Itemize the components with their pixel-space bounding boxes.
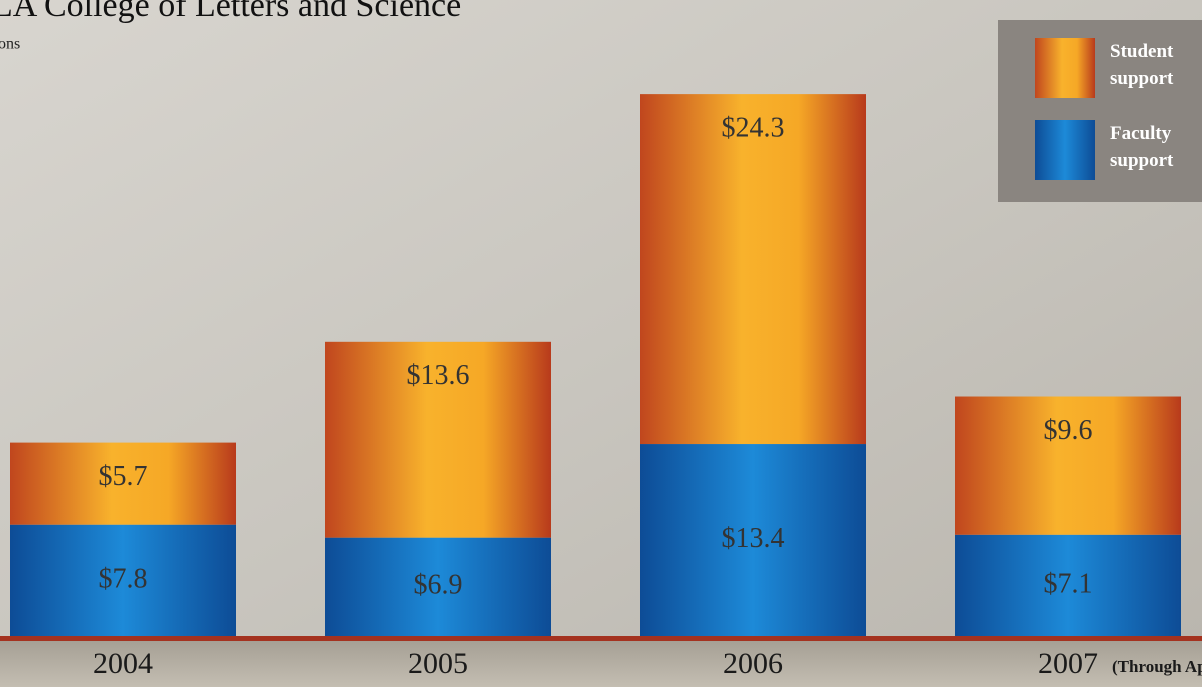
x-tick-label: 2005: [408, 647, 468, 680]
x-tick-label: 2004: [93, 647, 153, 680]
annotation: (Through April): [1112, 657, 1202, 676]
value-label: $13.4: [722, 523, 785, 554]
chart-subtitle: ons: [0, 36, 20, 53]
chart: LA College of Letters and Science ons $7…: [0, 0, 1202, 687]
value-label: $7.1: [1044, 568, 1093, 599]
value-label: $24.3: [722, 113, 785, 144]
x-tick-label: 2007: [1038, 647, 1098, 680]
ground: [0, 640, 1202, 687]
value-label: $5.7: [99, 461, 148, 492]
chart-title: LA College of Letters and Science: [0, 0, 461, 24]
value-label: $9.6: [1044, 415, 1093, 446]
x-tick-label: 2006: [723, 647, 783, 680]
value-label: $7.8: [99, 563, 148, 594]
value-label: $13.6: [407, 360, 470, 391]
legend-swatch: [1035, 38, 1095, 98]
baseline: [0, 636, 1202, 641]
value-label: $6.9: [414, 570, 463, 601]
bar-segment: [640, 94, 866, 444]
legend-swatch: [1035, 120, 1095, 180]
